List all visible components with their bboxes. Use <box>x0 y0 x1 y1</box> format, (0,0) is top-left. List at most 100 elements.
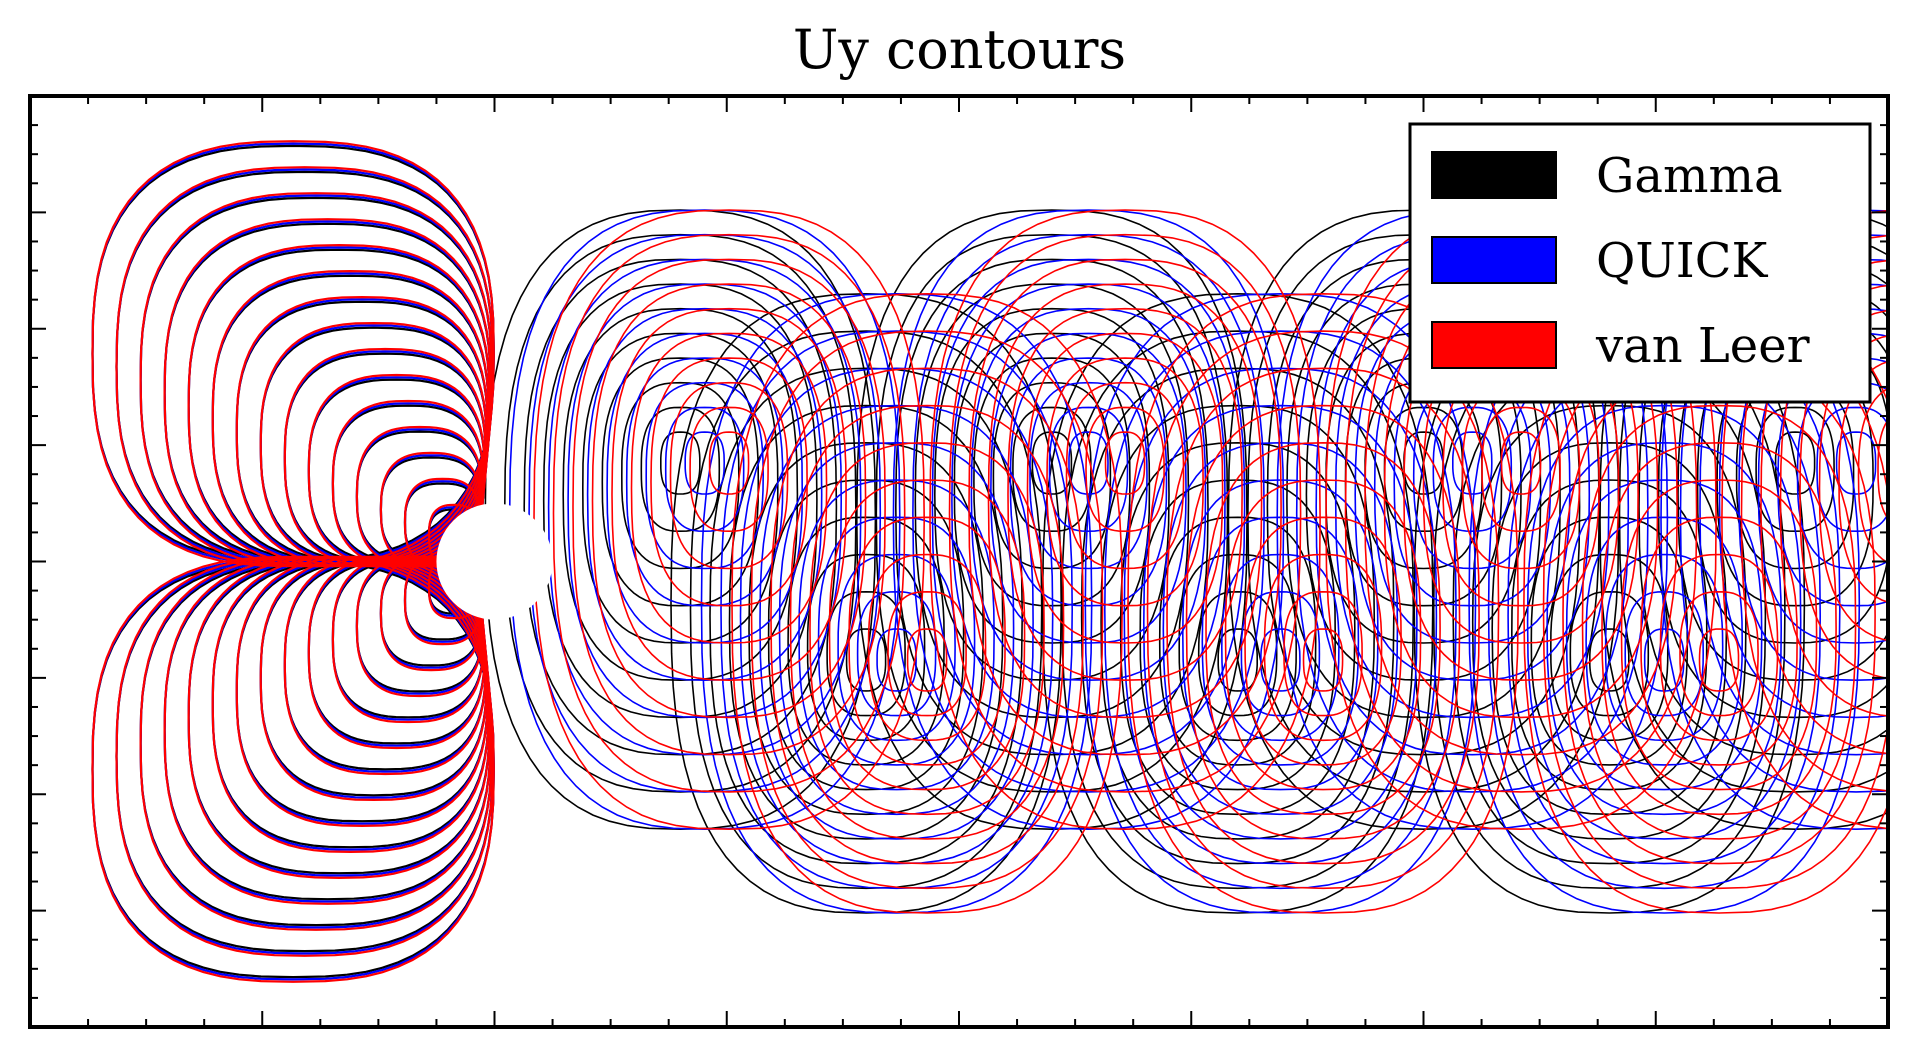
contour-van-leer-vortex <box>1698 628 1740 692</box>
legend-swatch-gamma <box>1431 151 1557 199</box>
contour-van-leer-vortex <box>1857 387 1888 564</box>
contour-gamma-vortex <box>992 381 1112 570</box>
contour-van-leer-vortex <box>1185 404 1461 840</box>
contour-van-leer-vortex <box>887 590 967 717</box>
legend-swatch-quick <box>1431 236 1557 284</box>
contour-gamma-vortex <box>1755 406 1835 533</box>
contour-quick-vortex <box>1009 357 1168 607</box>
contour-gamma-dipole <box>115 560 494 953</box>
contour-quick-vortex <box>1526 404 1802 840</box>
contour-van-leer-vortex <box>1838 360 1888 604</box>
contour-van-leer-dipole <box>235 295 489 568</box>
contour-quick-vortex <box>912 233 1265 793</box>
contour-gamma-vortex <box>1041 292 1434 914</box>
contour-gamma-dipole <box>115 170 494 563</box>
legend-swatch-van-leer <box>1431 321 1557 369</box>
contour-quick-vortex <box>1738 307 1888 682</box>
contour-gamma-vortex <box>1774 431 1816 495</box>
contour-van-leer-vortex <box>1877 418 1888 520</box>
contour-gamma-vortex <box>1031 431 1073 495</box>
legend-label-gamma: Gamma <box>1596 148 1783 204</box>
contour-quick-vortex <box>1585 516 1744 766</box>
contour-quick-vortex <box>645 381 765 570</box>
contour-quick-dipole <box>115 558 494 955</box>
contour-quick-vortex <box>1796 381 1888 570</box>
contour-quick-vortex <box>1546 441 1783 816</box>
legend-label-van-leer: van Leer <box>1595 318 1810 374</box>
contour-van-leer-vortex <box>1679 590 1759 717</box>
contour-gamma-vortex <box>601 357 760 607</box>
contour-quick-vortex <box>1718 283 1888 719</box>
chart-title: Uy contours <box>792 18 1127 81</box>
contour-quick-vortex <box>1757 332 1888 644</box>
contour-quick-vortex <box>970 307 1207 682</box>
contour-van-leer-vortex <box>650 357 808 607</box>
contour-van-leer-dipole <box>211 555 490 854</box>
contour-gamma-vortex <box>1530 516 1689 766</box>
contour-van-leer-vortex <box>750 330 1104 890</box>
contour-van-leer-vortex <box>770 367 1084 865</box>
contour-gamma-vortex <box>728 404 1004 840</box>
contour-gamma-vortex <box>709 367 1024 865</box>
contour-quick-vortex <box>664 406 745 533</box>
contour-van-leer-dipole <box>163 555 492 905</box>
contour-gamma-vortex <box>542 283 818 719</box>
contour-quick-vortex <box>739 367 1054 865</box>
contour-van-leer-vortex <box>1760 259 1888 755</box>
contour-van-leer-vortex <box>1104 431 1146 495</box>
contour-van-leer-vortex <box>731 292 1124 914</box>
contour-gamma-vortex <box>1217 628 1258 692</box>
contour-van-leer-vortex <box>572 258 886 756</box>
contour-van-leer-vortex <box>1818 335 1888 642</box>
contour-quick-dipole <box>91 558 495 981</box>
contour-quick-vortex <box>586 307 823 682</box>
contour-gamma-vortex <box>523 258 838 756</box>
legend-label-quick: QUICK <box>1596 233 1768 289</box>
contour-van-leer-vortex <box>1263 553 1383 742</box>
contour-quick-vortex <box>778 441 1015 816</box>
contour-quick-vortex <box>1084 292 1477 914</box>
contour-van-leer-vortex <box>552 233 906 793</box>
contour-van-leer-dipole <box>139 192 493 568</box>
contour-van-leer-vortex <box>948 233 1302 793</box>
contour-van-leer-vortex <box>708 431 750 495</box>
contour-van-leer-dipole <box>187 243 491 568</box>
contour-van-leer-vortex <box>1581 404 1857 840</box>
contour-van-leer-vortex <box>1721 210 1888 830</box>
contour-quick-vortex <box>1835 431 1877 495</box>
axis-ticks <box>29 95 1889 1028</box>
contour-gamma-vortex <box>1178 553 1298 742</box>
contour-quick-vortex <box>1103 330 1457 890</box>
cylinder-body <box>436 503 553 620</box>
contour-quick-dipole <box>91 142 495 565</box>
contour-quick-vortex <box>547 258 862 756</box>
contour-van-leer-vortex <box>929 209 1321 831</box>
contour-van-leer-dipole <box>211 269 490 568</box>
contour-van-leer-vortex <box>1740 234 1888 792</box>
contour-quick-vortex <box>1624 590 1705 717</box>
contour-quick-vortex <box>759 404 1034 840</box>
contour-van-leer-dipole <box>115 555 494 957</box>
contour-quick-vortex <box>1679 233 1888 793</box>
contour-gamma-vortex <box>973 357 1131 607</box>
contour-van-leer-vortex <box>611 307 847 682</box>
contour-van-leer-dipole <box>187 555 491 880</box>
contour-van-leer-vortex <box>1065 381 1185 570</box>
contour-gamma-vortex <box>640 406 721 533</box>
contour-gamma-vortex <box>1618 233 1888 793</box>
contour-quick-vortex <box>856 590 937 717</box>
contour-van-leer-vortex <box>1007 307 1243 682</box>
contour-gamma-vortex <box>1657 283 1888 719</box>
contour-van-leer-vortex <box>1205 441 1441 816</box>
contour-van-leer-vortex <box>848 516 1006 766</box>
contour-van-leer-vortex <box>669 381 789 570</box>
contour-van-leer-vortex <box>1244 516 1402 766</box>
contour-van-leer-dipole <box>91 555 495 983</box>
contour-van-leer-vortex <box>987 283 1263 719</box>
contour-gamma-vortex <box>953 332 1151 644</box>
contour-gamma-vortex <box>1549 553 1669 742</box>
contour-quick-vortex <box>606 332 804 644</box>
contour-gamma-vortex <box>503 233 857 793</box>
contour-van-leer-vortex <box>1500 431 1542 495</box>
